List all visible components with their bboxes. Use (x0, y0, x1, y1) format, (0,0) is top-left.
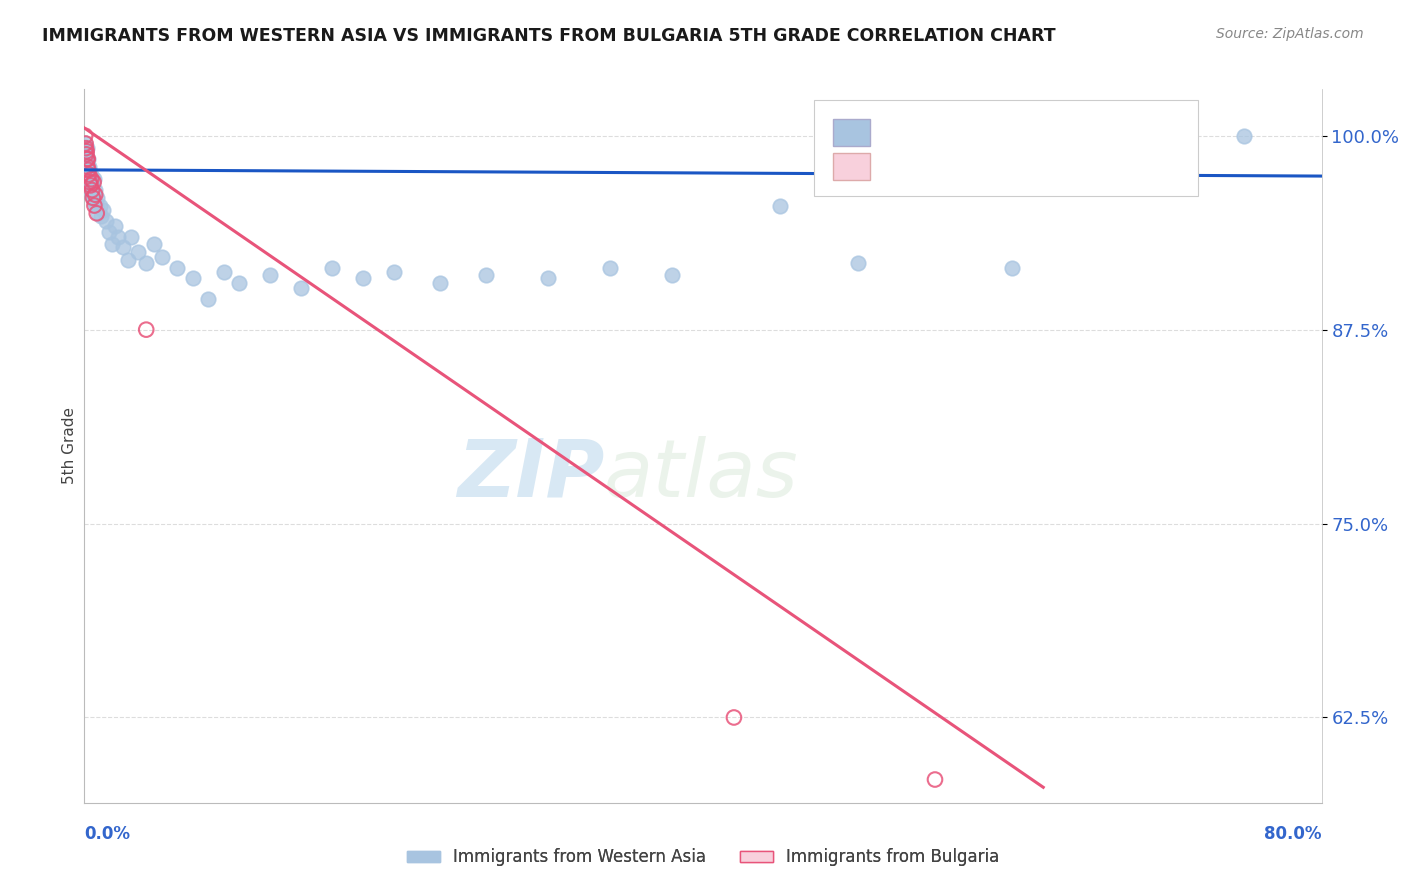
Point (1001, 260, 1024, 275)
Point (75, 141, 97, 155)
Point (77, 168, 100, 182)
Text: 80.0%: 80.0% (1264, 825, 1322, 843)
Point (475, 268, 498, 283)
Point (86, 206, 108, 220)
Point (79, 162, 101, 177)
Point (86, 191, 108, 205)
Point (924, 772, 946, 787)
Point (79, 175, 101, 189)
Point (120, 229, 142, 244)
Point (83, 198, 105, 212)
Point (75, 136, 97, 151)
Point (77, 160, 100, 174)
Point (143, 237, 166, 252)
Point (76, 160, 98, 174)
Point (84, 187, 107, 202)
Point (75, 128, 97, 143)
Point (135, 323, 157, 337)
Point (79, 178, 101, 193)
Point (1233, 128, 1256, 143)
Point (79, 178, 101, 193)
Point (82, 183, 104, 197)
Point (98, 225, 121, 239)
Text: N = 60: N = 60 (1056, 121, 1123, 139)
Point (83, 194, 105, 208)
Point (259, 268, 281, 283)
Point (352, 271, 374, 285)
Point (76, 145, 98, 159)
Point (846, 256, 869, 270)
Point (104, 219, 127, 233)
Point (77, 172, 100, 186)
FancyBboxPatch shape (832, 153, 870, 180)
Point (80, 183, 103, 197)
Point (661, 268, 683, 283)
Point (112, 240, 135, 254)
Point (197, 292, 219, 306)
FancyBboxPatch shape (832, 120, 870, 146)
Text: Source: ZipAtlas.com: Source: ZipAtlas.com (1216, 27, 1364, 41)
Point (83, 172, 105, 186)
Point (90, 210, 112, 224)
Point (76, 152, 98, 166)
Point (77, 162, 100, 177)
Point (76, 162, 98, 177)
Point (82, 178, 104, 193)
Point (75, 145, 97, 159)
Point (75, 152, 97, 166)
Point (89, 198, 111, 212)
Point (101, 237, 124, 252)
Point (77, 168, 100, 182)
Point (228, 276, 250, 290)
Point (769, 198, 792, 212)
Point (107, 229, 129, 244)
Point (79, 175, 101, 189)
Point (84, 183, 107, 197)
Point (76, 152, 98, 166)
Point (212, 265, 235, 279)
Point (382, 265, 405, 279)
Text: atlas: atlas (605, 435, 799, 514)
Point (150, 250, 173, 264)
Point (723, 710, 745, 724)
Point (181, 271, 204, 285)
Point (117, 252, 139, 267)
Point (135, 256, 157, 270)
Text: ZIP: ZIP (457, 435, 605, 514)
Point (84, 198, 107, 212)
Point (166, 260, 188, 275)
Point (537, 271, 560, 285)
Text: R = -0.008: R = -0.008 (883, 121, 988, 139)
Legend: Immigrants from Western Asia, Immigrants from Bulgaria: Immigrants from Western Asia, Immigrants… (399, 842, 1007, 873)
Point (82, 191, 104, 205)
Point (76, 160, 98, 174)
FancyBboxPatch shape (814, 100, 1198, 196)
Point (290, 281, 312, 295)
Text: R = -0.947: R = -0.947 (883, 157, 988, 175)
Text: N = 22: N = 22 (1056, 157, 1123, 175)
Point (76, 152, 98, 166)
Point (83, 175, 105, 189)
Text: 0.0%: 0.0% (84, 825, 131, 843)
Point (87, 206, 110, 220)
Point (80, 187, 103, 202)
Point (80, 172, 103, 186)
Point (94, 214, 117, 228)
Text: IMMIGRANTS FROM WESTERN ASIA VS IMMIGRANTS FROM BULGARIA 5TH GRADE CORRELATION C: IMMIGRANTS FROM WESTERN ASIA VS IMMIGRAN… (42, 27, 1056, 45)
Point (79, 168, 101, 182)
Point (91, 203, 114, 218)
Point (127, 245, 149, 260)
Point (75, 147, 97, 161)
Point (75, 147, 97, 161)
Point (75, 136, 97, 151)
Point (321, 260, 343, 275)
Point (429, 276, 451, 290)
Point (80, 175, 103, 189)
Point (76, 141, 98, 155)
Point (599, 260, 621, 275)
Y-axis label: 5th Grade: 5th Grade (62, 408, 77, 484)
Point (82, 191, 104, 205)
